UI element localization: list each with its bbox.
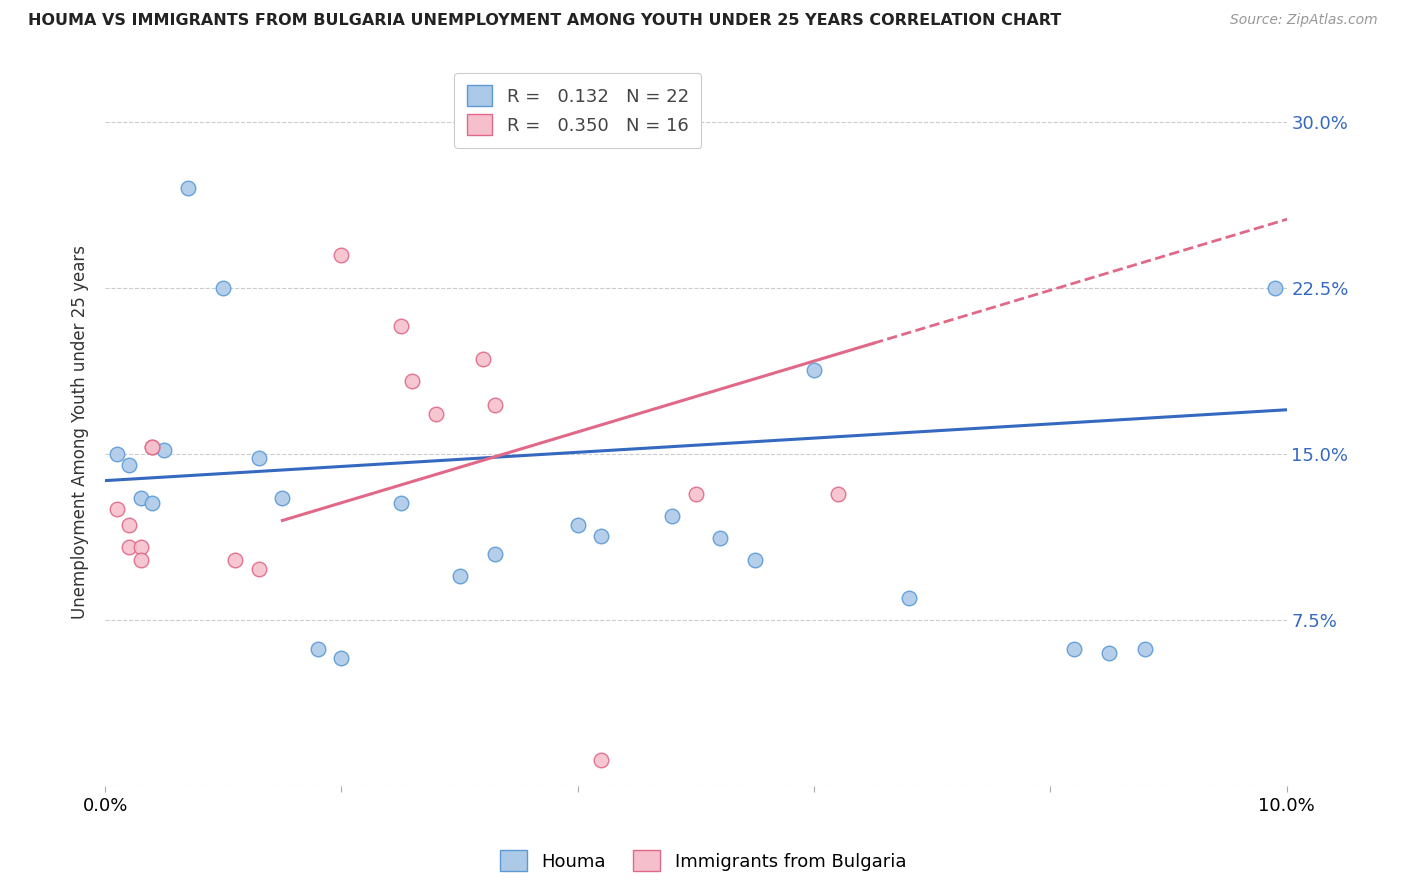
Point [484,398,506,412]
Point [141,496,163,510]
Point [897,591,920,605]
Point [330,248,353,262]
Point [389,318,412,333]
Point [472,351,495,366]
Point [105,447,128,461]
Point [389,496,412,510]
Point [224,553,246,567]
Point [177,181,200,195]
Point [141,441,163,455]
Point [803,363,825,377]
Point [449,569,471,583]
Point [118,458,141,472]
Point [118,517,141,532]
Point [141,441,163,455]
Point [484,547,506,561]
Legend: Houma, Immigrants from Bulgaria: Houma, Immigrants from Bulgaria [492,843,914,879]
Point [153,442,176,457]
Point [744,553,766,567]
Point [118,540,141,554]
Point [709,531,731,545]
Point [425,407,447,421]
Point [1098,646,1121,660]
Point [591,529,613,543]
Point [330,650,353,665]
Point [661,509,683,524]
Point [591,753,613,767]
Point [401,374,423,388]
Point [307,641,329,656]
Point [685,487,707,501]
Text: Source: ZipAtlas.com: Source: ZipAtlas.com [1230,13,1378,28]
Point [129,553,152,567]
Point [247,562,270,576]
Point [129,491,152,506]
Point [271,491,294,506]
Point [212,281,235,295]
Point [827,487,849,501]
Point [531,126,554,140]
Point [1264,281,1286,295]
Point [567,517,589,532]
Point [129,540,152,554]
Y-axis label: Unemployment Among Youth under 25 years: Unemployment Among Youth under 25 years [72,245,89,619]
Text: HOUMA VS IMMIGRANTS FROM BULGARIA UNEMPLOYMENT AMONG YOUTH UNDER 25 YEARS CORREL: HOUMA VS IMMIGRANTS FROM BULGARIA UNEMPL… [28,13,1062,29]
Legend: R =   0.132   N = 22, R =   0.350   N = 16: R = 0.132 N = 22, R = 0.350 N = 16 [454,72,702,148]
Point [1133,641,1156,656]
Point [1063,641,1085,656]
Point [105,502,128,516]
Point [247,451,270,466]
